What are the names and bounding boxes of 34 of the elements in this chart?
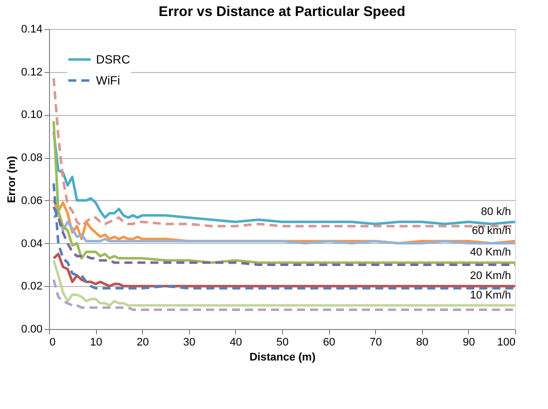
line-series xyxy=(52,259,516,307)
y-tick-label: 0.08 xyxy=(21,152,42,164)
line-series xyxy=(52,206,516,266)
annotation: 40 Km/h xyxy=(470,246,511,259)
x-tick-label: 40 xyxy=(230,336,242,348)
annotation: 80 k/h xyxy=(481,206,511,218)
x-tick-label: 0 xyxy=(50,336,56,348)
x-tick-label: 90 xyxy=(462,336,476,348)
x-tick-label: 50 xyxy=(276,336,289,348)
line-series xyxy=(52,130,516,226)
y-axis-title: Error (m) xyxy=(6,156,18,204)
x-tick-label: 10 xyxy=(90,336,102,348)
y-tick-label: 0.00 xyxy=(21,324,42,336)
x-tick-label: 70 xyxy=(370,336,382,348)
x-tick-label: 80 xyxy=(416,336,428,348)
y-tick-label: 0.14 xyxy=(21,24,42,36)
y-tick-label: 0.04 xyxy=(21,238,42,250)
chart-title: Error vs Distance at Particular Speed xyxy=(158,3,406,19)
y-tick-label: 0.06 xyxy=(21,194,42,207)
x-tick-label: 60 xyxy=(322,336,336,348)
x-tick-label: 30 xyxy=(183,336,196,348)
annotation: 20 Km/h xyxy=(470,270,511,282)
line-series xyxy=(52,120,516,264)
annotation: 10 Km/h xyxy=(470,289,511,302)
annotation: 60 km/h xyxy=(472,225,511,238)
y-tick-label: 0.02 xyxy=(21,280,42,293)
y-tick-label: 0.10 xyxy=(21,109,42,122)
x-axis-title: Distance (m) xyxy=(249,352,316,364)
y-tick-label: 0.12 xyxy=(21,66,42,78)
x-tick-label: 100 xyxy=(497,336,516,348)
line-series xyxy=(52,182,516,290)
legend-label: WiFi xyxy=(96,74,120,88)
legend-label: DSRC xyxy=(96,52,130,66)
x-tick-label: 20 xyxy=(136,336,149,348)
